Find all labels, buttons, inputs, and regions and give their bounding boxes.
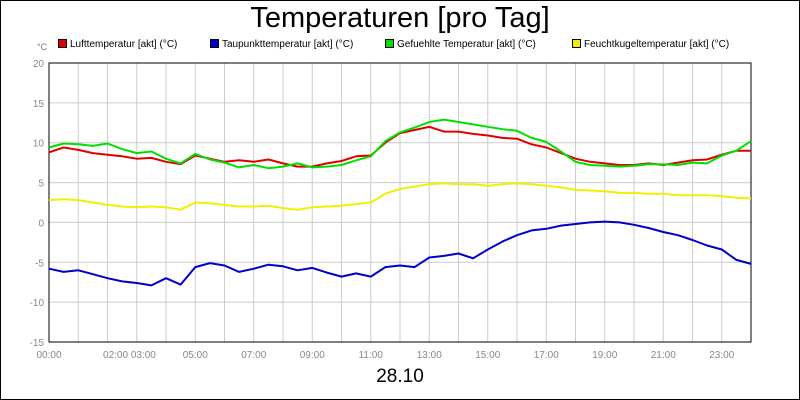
x-axis-title: 28.10: [376, 366, 424, 387]
series-line-1: [48, 220, 752, 287]
x-tick-label: 17:00: [534, 350, 559, 361]
x-tick-label: 23:00: [709, 350, 734, 361]
legend-item-gefuehlte-temperatur: Gefuehlte Temperatur [akt] (°C): [385, 38, 536, 52]
x-tick-label: 07:00: [241, 350, 266, 361]
x-tick-label: 00:00: [36, 350, 61, 361]
x-tick-label: 15:00: [475, 350, 500, 361]
legend-swatch-green: [385, 39, 394, 48]
legend-swatch-yellow: [572, 39, 581, 48]
y-axis-unit: °C: [37, 42, 48, 52]
legend-item-taupunkttemperatur: Taupunkttemperatur [akt] (°C): [210, 38, 353, 52]
x-tick-label: 02:00 03:00: [103, 350, 156, 361]
legend-swatch-red: [58, 39, 67, 48]
x-tick-label: 05:00: [183, 350, 208, 361]
legend-label: Feuchtkugeltemperatur [akt] (°C): [584, 39, 730, 50]
x-tick-label: 11:00: [359, 350, 384, 361]
legend-item-feuchtkugeltemperatur: Feuchtkugeltemperatur [akt] (°C): [572, 38, 729, 52]
y-tick-label: -15: [30, 338, 45, 349]
legend-swatch-blue: [210, 39, 219, 48]
legend-label: Lufttemperatur [akt] (°C): [70, 39, 178, 50]
y-tick-label: 15: [33, 99, 45, 110]
y-tick-label: 10: [33, 139, 45, 150]
series-line-3: [48, 182, 752, 211]
x-tick-label: 21:00: [651, 350, 676, 361]
legend-item-lufttemperatur: Lufttemperatur [akt] (°C): [58, 38, 177, 52]
y-tick-label: 5: [38, 179, 44, 190]
y-tick-label: -10: [30, 298, 45, 309]
plot-border: [48, 62, 752, 343]
y-tick-label: 20: [33, 59, 45, 70]
legend-label: Gefuehlte Temperatur [akt] (°C): [397, 39, 536, 50]
y-tick-label: 0: [38, 218, 44, 229]
legend-label: Taupunkttemperatur [akt] (°C): [222, 39, 354, 50]
x-tick-label: 13:00: [417, 350, 442, 361]
x-tick-label: 09:00: [300, 350, 325, 361]
x-tick-label: 19:00: [592, 350, 617, 361]
series-line-2: [48, 118, 752, 170]
chart-title: Temperaturen [pro Tag]: [250, 2, 550, 34]
y-tick-label: -5: [35, 258, 44, 269]
